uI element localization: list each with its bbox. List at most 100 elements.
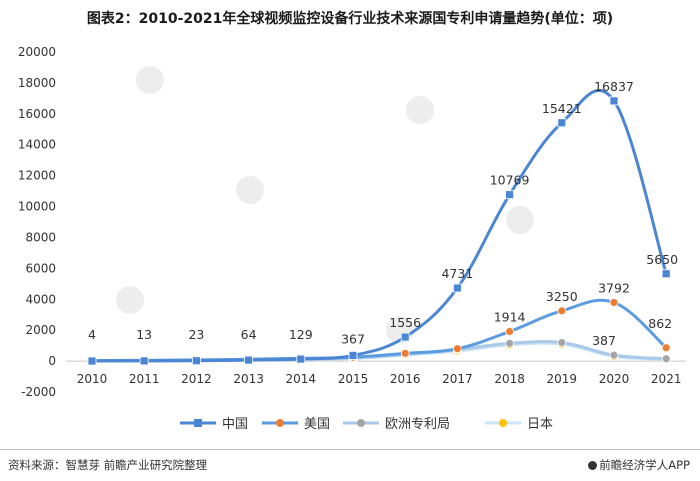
watermark xyxy=(406,96,434,124)
x-tick-label: 2018 xyxy=(494,372,525,386)
brand-name: 前瞻经济学人APP xyxy=(599,458,690,472)
china-data-label: 13 xyxy=(136,327,152,342)
watermark xyxy=(506,206,534,234)
data-point-marker xyxy=(191,356,201,366)
china-data-label: 5650 xyxy=(646,252,678,267)
data-point-marker xyxy=(452,283,462,293)
data-point-marker xyxy=(505,190,515,200)
brand-logo-icon xyxy=(588,461,598,470)
data-point-marker xyxy=(348,351,358,360)
x-tick-label: 2014 xyxy=(286,372,317,386)
china-data-label: 129 xyxy=(289,327,313,342)
y-tick-label: 16000 xyxy=(18,107,56,121)
legend-item-3: 日本 xyxy=(485,417,553,432)
china-data-label: 10769 xyxy=(490,173,530,188)
legend-label: 欧洲专利局 xyxy=(385,417,450,432)
x-tick-label: 2013 xyxy=(233,372,264,386)
series-line xyxy=(90,298,668,363)
data-point-marker xyxy=(505,338,515,348)
chart-title: 图表2：2010-2021年全球视频监控设备行业技术来源国专利申请量趋势(单位：… xyxy=(86,11,614,27)
data-point-marker xyxy=(557,338,567,347)
legend-swatch-marker xyxy=(276,419,284,427)
series-line xyxy=(90,88,668,363)
data-point-marker xyxy=(505,327,515,336)
data-labels: 4 13 23 64 129 367 1556 4731 10769 15421 16837 5650… xyxy=(88,79,678,348)
data-point-marker xyxy=(609,298,619,307)
data-point-marker xyxy=(452,344,462,354)
legend-label: 美国 xyxy=(304,417,330,432)
china-data-label: 4731 xyxy=(441,266,473,281)
china-data-label: 367 xyxy=(341,331,365,346)
x-tick-label: 2012 xyxy=(181,372,212,386)
y-tick-label: -2000 xyxy=(21,385,56,399)
data-point-marker xyxy=(661,269,671,279)
legend-label: 日本 xyxy=(527,417,553,432)
data-point-marker xyxy=(400,348,410,358)
y-tick-label: 18000 xyxy=(18,76,56,90)
china-data-label: 64 xyxy=(241,327,257,342)
us-data-label: 3250 xyxy=(546,289,578,304)
x-tick-label: 2017 xyxy=(442,372,473,386)
y-tick-label: 0 xyxy=(48,354,56,368)
watermark xyxy=(136,66,164,94)
y-tick-label: 8000 xyxy=(25,230,56,244)
watermark-logo-icon xyxy=(116,286,144,314)
brand-note: 前瞻经济学人APP xyxy=(588,457,690,473)
us-data-label: 3792 xyxy=(598,280,630,295)
data-point-marker xyxy=(557,118,567,128)
data-point-marker xyxy=(609,96,619,106)
series-0 xyxy=(87,88,671,366)
y-tick-label: 4000 xyxy=(25,292,56,306)
source-note: 资料来源：智慧芽 前瞻产业研究院整理 xyxy=(8,458,208,472)
china-data-label: 15421 xyxy=(542,101,582,116)
data-point-marker xyxy=(661,354,671,364)
china-data-label: 23 xyxy=(188,327,204,342)
x-axis: 2010 2011 2012 2013 2014 2015 2016 2017 2018 2019… xyxy=(66,360,686,386)
data-point-marker xyxy=(609,350,619,360)
data-point-marker xyxy=(557,306,567,316)
legend-swatch-marker xyxy=(194,419,202,427)
y-tick-label: 12000 xyxy=(18,169,56,183)
us-data-label: 1914 xyxy=(494,310,526,325)
series-1 xyxy=(87,298,671,366)
legend-item-1: 美国 xyxy=(262,417,330,432)
y-axis: -2000 0 2000 4000 6000 8000 10000 12000 14000 160… xyxy=(18,45,56,399)
legend-swatch-marker xyxy=(357,419,365,427)
watermark-logo-icon xyxy=(406,96,434,124)
data-point-marker xyxy=(661,343,671,353)
x-tick-label: 2010 xyxy=(77,372,108,386)
us-data-label: 862 xyxy=(648,316,672,331)
legend: 中国 美国 欧洲专利局 日本 xyxy=(180,417,553,432)
x-tick-label: 2011 xyxy=(129,372,160,386)
watermark xyxy=(116,286,144,314)
data-point-marker xyxy=(87,356,97,366)
y-tick-label: 14000 xyxy=(18,138,56,152)
china-data-label: 1556 xyxy=(389,315,421,330)
watermark xyxy=(236,176,264,204)
legend-swatch-marker xyxy=(499,419,507,427)
y-tick-label: 10000 xyxy=(18,200,56,214)
x-tick-label: 2021 xyxy=(651,372,682,386)
data-point-marker xyxy=(400,332,410,342)
data-point-marker xyxy=(296,354,306,364)
watermark-logo-icon xyxy=(236,176,264,204)
x-tick-label: 2020 xyxy=(599,372,630,386)
legend-item-0: 中国 xyxy=(180,417,248,432)
watermark-logo-icon xyxy=(506,206,534,234)
data-point-marker xyxy=(244,355,254,365)
legend-item-2: 欧洲专利局 xyxy=(343,417,450,432)
watermark-logo-icon xyxy=(136,66,164,94)
y-tick-label: 2000 xyxy=(25,323,56,337)
x-tick-label: 2019 xyxy=(547,372,578,386)
footer-divider xyxy=(0,449,700,450)
y-tick-label: 20000 xyxy=(18,45,56,59)
legend-label: 中国 xyxy=(222,417,248,432)
x-tick-label: 2016 xyxy=(390,372,421,386)
epo-data-label: 387 xyxy=(592,333,616,348)
data-point-marker xyxy=(139,356,149,366)
watermark-layer xyxy=(116,66,534,344)
x-tick-label: 2015 xyxy=(338,372,369,386)
china-data-label: 16837 xyxy=(594,79,634,94)
china-data-label: 4 xyxy=(88,327,96,342)
